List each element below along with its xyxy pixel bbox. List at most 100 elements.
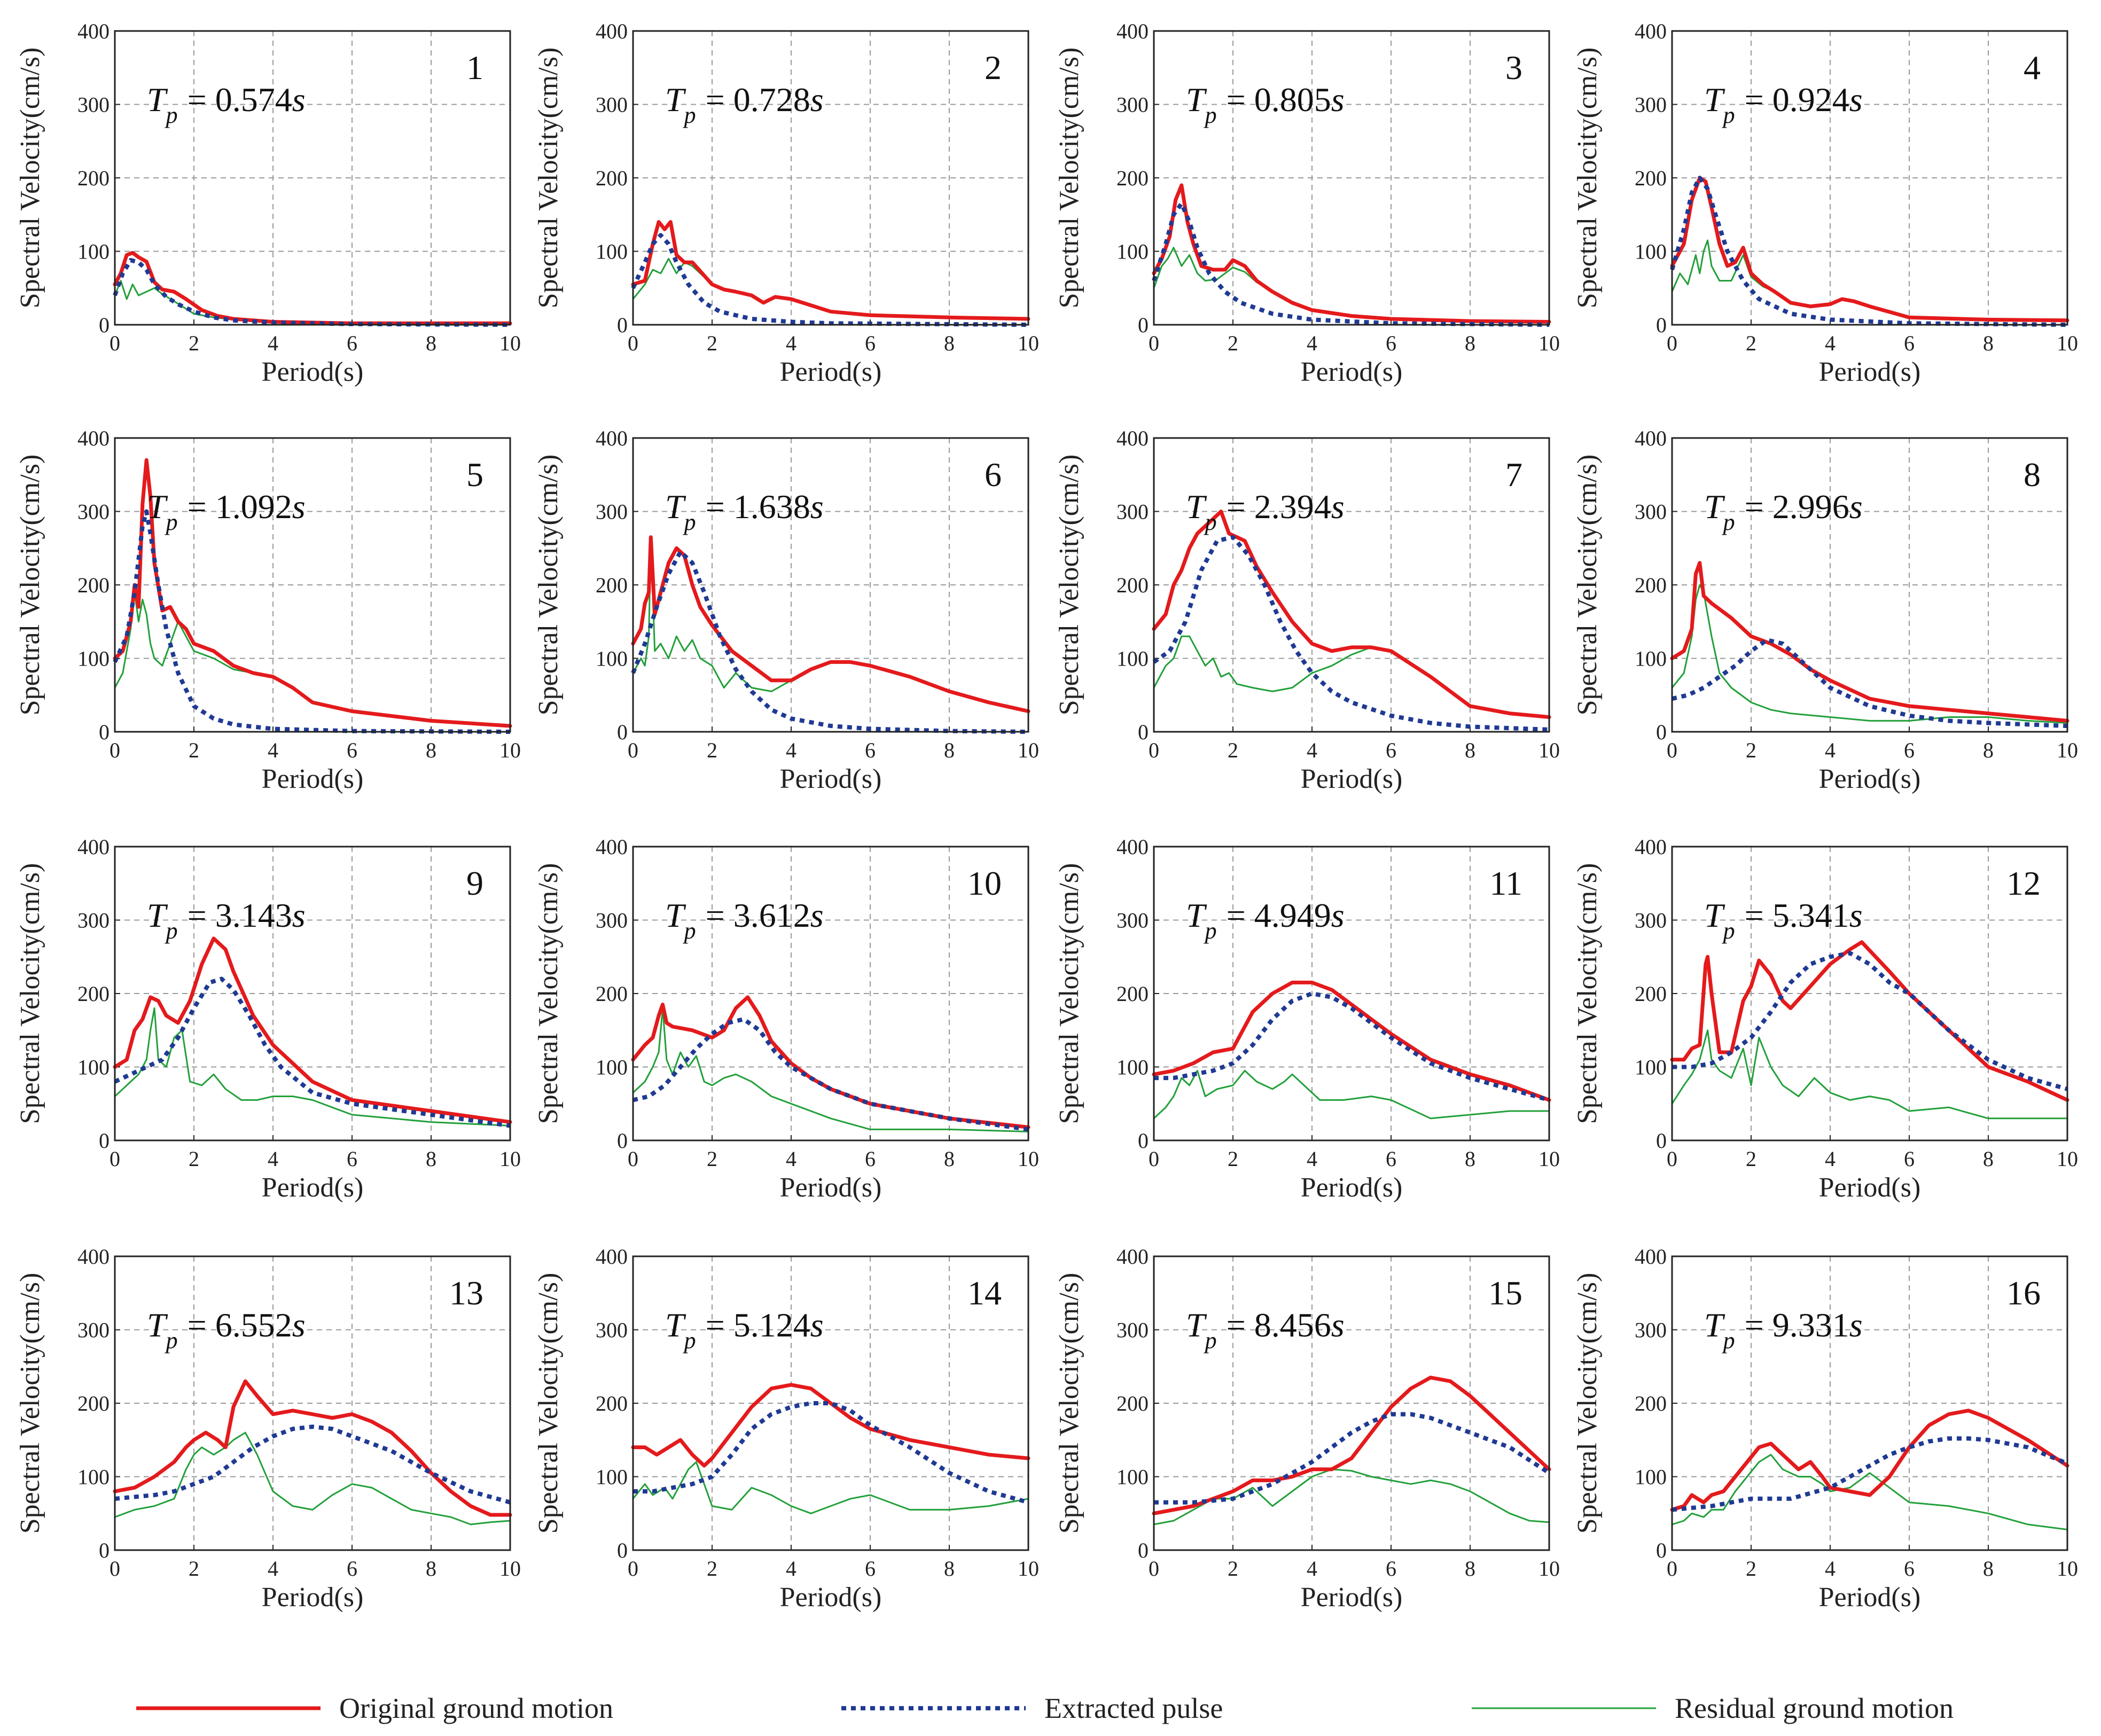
tp-subscript: p <box>683 102 696 128</box>
y-axis-label: Spectral Velocity(cm/s) <box>533 48 564 309</box>
y-axis-label: Spectral Velocity(cm/s) <box>533 863 564 1124</box>
tp-annotation: Tp = 8.456s <box>1186 1306 1345 1354</box>
x-tick-label: 6 <box>1904 1557 1915 1581</box>
y-tick-label: 300 <box>1635 909 1667 933</box>
series-line-original-ground-motion <box>113 251 512 325</box>
y-axis-label: Spectral Velocity(cm/s) <box>1572 863 1603 1124</box>
tp-annotation: Tp = 3.143s <box>147 896 306 944</box>
y-tick-label: 400 <box>1116 19 1149 43</box>
x-tick-label: 4 <box>1825 1557 1836 1581</box>
series-line-residual-ground-motion <box>632 1007 1029 1132</box>
y-axis-label: Spectral Velocity(cm/s) <box>1572 455 1603 716</box>
x-tick-label: 6 <box>865 1147 876 1171</box>
x-tick-label: 4 <box>1825 1147 1836 1171</box>
y-tick-label: 300 <box>596 93 628 117</box>
y-tick-label: 100 <box>596 1055 628 1080</box>
x-axis-label: Period(s) <box>262 357 364 387</box>
tp-value: 3.143 <box>215 896 292 934</box>
tp-subscript: p <box>165 102 178 128</box>
tp-unit: s <box>1331 488 1345 526</box>
x-axis-label: Period(s) <box>1301 1172 1403 1203</box>
y-tick-label: 0 <box>617 1538 628 1562</box>
x-tick-label: 0 <box>1667 1557 1677 1581</box>
tp-annotation: Tp = 0.728s <box>665 81 824 128</box>
y-axis-label: Spectral Velocity(cm/s) <box>15 1273 45 1534</box>
y-axis-label: Spectral Velocity(cm/s) <box>15 455 45 716</box>
x-tick-label: 10 <box>499 738 521 762</box>
x-axis-label: Period(s) <box>262 764 364 794</box>
y-tick-label: 400 <box>77 835 110 859</box>
series-line-residual-ground-motion <box>1671 1453 2068 1530</box>
y-tick-label: 200 <box>596 982 628 1006</box>
y-tick-label: 200 <box>77 1391 110 1416</box>
x-tick-label: 0 <box>1149 1147 1159 1171</box>
tp-equals: = <box>188 81 207 119</box>
tp-symbol: T <box>1704 488 1725 526</box>
tp-symbol: T <box>147 81 168 119</box>
x-tick-label: 6 <box>347 1147 357 1171</box>
x-tick-label: 6 <box>1386 1557 1396 1581</box>
y-tick-label: 300 <box>1635 1318 1667 1342</box>
x-tick-label: 6 <box>865 1557 876 1581</box>
plot-frame <box>1153 30 1550 326</box>
tp-annotation: Tp = 9.331s <box>1704 1306 1863 1354</box>
x-tick-label: 10 <box>1018 331 1039 355</box>
y-tick-label: 400 <box>77 426 110 450</box>
x-tick-label: 8 <box>1983 331 1994 355</box>
legend-label: Original ground motion <box>339 1692 613 1724</box>
tp-equals: = <box>1745 81 1764 119</box>
tp-equals: = <box>1227 488 1246 526</box>
y-tick-label: 200 <box>596 166 628 190</box>
panel-number: 9 <box>466 864 483 902</box>
series-line-original-ground-motion <box>631 535 1030 713</box>
series-line-residual-ground-motion <box>114 280 511 324</box>
series-line-original-ground-motion <box>1152 183 1551 324</box>
y-tick-label: 300 <box>596 1318 628 1342</box>
tp-equals: = <box>706 81 725 119</box>
tp-equals: = <box>706 896 725 934</box>
tp-subscript: p <box>1722 1327 1735 1354</box>
y-tick-label: 200 <box>77 982 110 1006</box>
y-tick-label: 200 <box>596 573 628 597</box>
y-tick-label: 300 <box>596 909 628 933</box>
x-tick-label: 0 <box>628 331 638 355</box>
x-tick-label: 0 <box>110 331 120 355</box>
series-line-extracted-pulse <box>631 233 1029 327</box>
y-tick-label: 400 <box>1116 426 1149 450</box>
panel-number: 4 <box>2024 49 2041 87</box>
series-line-extracted-pulse <box>1154 1412 1551 1505</box>
y-tick-label: 400 <box>1116 835 1149 859</box>
x-tick-label: 10 <box>1538 738 1560 762</box>
x-tick-label: 10 <box>2057 738 2078 762</box>
tp-annotation: Tp = 1.092s <box>147 488 306 535</box>
x-tick-label: 4 <box>1825 331 1836 355</box>
plot-frame <box>114 1255 511 1551</box>
x-tick-label: 2 <box>707 1147 717 1171</box>
series-line-extracted-pulse <box>1152 535 1550 732</box>
x-tick-label: 8 <box>1983 738 1994 762</box>
series-line-original-ground-motion <box>631 1383 1030 1468</box>
tp-value: 3.612 <box>733 896 810 934</box>
panel-number: 13 <box>449 1274 483 1312</box>
x-tick-label: 8 <box>1983 1147 1994 1171</box>
x-axis-label: Period(s) <box>1819 1582 1921 1613</box>
x-tick-label: 6 <box>347 1557 357 1581</box>
y-axis-label: Spectral Velocity(cm/s) <box>533 455 564 716</box>
tp-unit: s <box>810 81 824 119</box>
tp-unit: s <box>810 896 824 934</box>
y-tick-label: 300 <box>77 909 110 933</box>
x-tick-label: 6 <box>1904 1147 1915 1171</box>
y-axis-label: Spectral Velocity(cm/s) <box>1054 48 1084 309</box>
tp-annotation: Tp = 0.924s <box>1704 81 1863 128</box>
x-tick-label: 2 <box>1228 331 1238 355</box>
panel-number: 5 <box>466 456 483 494</box>
x-tick-label: 8 <box>944 1557 955 1581</box>
series-line-extracted-pulse <box>114 1425 511 1505</box>
tp-unit: s <box>1331 81 1345 119</box>
